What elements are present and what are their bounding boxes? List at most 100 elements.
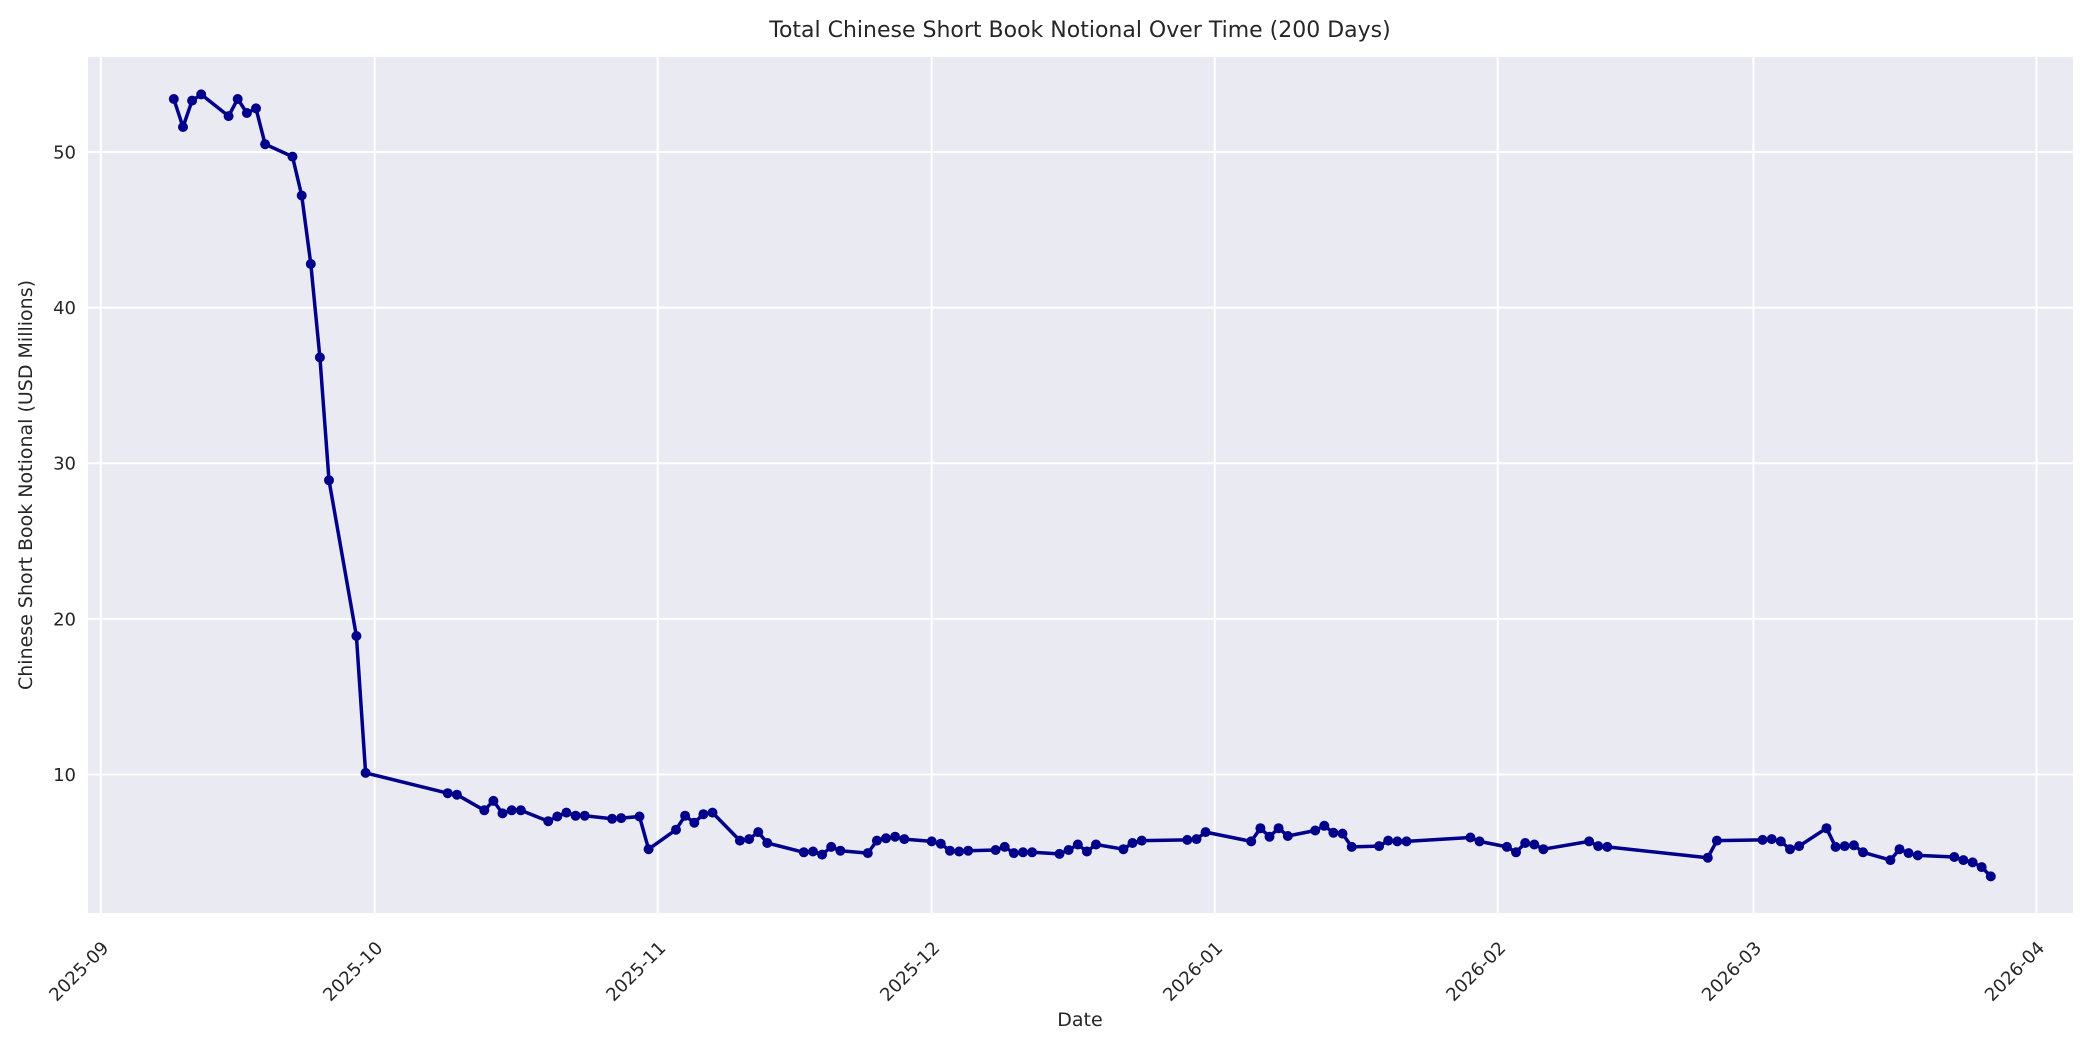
data-point: [324, 475, 334, 486]
grid-layer: [88, 57, 2073, 913]
data-point: [570, 810, 581, 821]
data-point: [187, 95, 198, 106]
y-axis-label: Chinese Short Book Notional (USD Million…: [15, 280, 37, 690]
data-point: [990, 845, 1001, 855]
data-point: [671, 824, 681, 835]
data-point: [698, 809, 709, 820]
y-tick-label: 50: [53, 142, 76, 163]
data-point: [497, 808, 508, 819]
data-point: [1794, 841, 1805, 852]
data-point: [506, 805, 517, 816]
data-point: [314, 352, 325, 363]
x-tick-label: 2025-11: [602, 938, 670, 1006]
data-point: [1374, 841, 1385, 852]
data-point: [1091, 839, 1101, 850]
data-point: [1775, 836, 1786, 847]
data-point: [1127, 838, 1138, 848]
data-point: [1584, 836, 1595, 847]
data-point: [762, 838, 773, 848]
data-point: [1511, 847, 1521, 858]
data-point: [1711, 835, 1722, 846]
data-point: [1903, 848, 1914, 859]
data-point: [1912, 850, 1923, 861]
data-point: [1273, 823, 1284, 834]
data-point: [168, 94, 179, 104]
data-point: [835, 845, 846, 856]
data-point: [1766, 834, 1777, 845]
data-point: [1985, 871, 1996, 882]
data-point: [1885, 855, 1896, 866]
data-point: [1282, 831, 1293, 841]
data-point: [1976, 862, 1987, 873]
data-point: [926, 836, 937, 847]
data-point: [451, 789, 462, 800]
data-point: [1246, 836, 1257, 847]
x-tick-label: 2026-01: [1159, 938, 1227, 1006]
data-point: [287, 151, 298, 162]
plot-area: [88, 57, 2073, 913]
data-point: [561, 807, 572, 818]
data-point: [1858, 847, 1868, 858]
data-point: [689, 817, 700, 828]
data-point: [223, 111, 234, 122]
data-point: [1848, 840, 1859, 851]
data-point: [1949, 852, 1960, 862]
data-point: [515, 805, 526, 816]
data-point: [954, 846, 965, 857]
data-point: [899, 834, 910, 845]
data-point: [1319, 820, 1330, 831]
data-point: [890, 831, 901, 842]
x-tick-label: 2026-03: [1698, 938, 1766, 1006]
data-point: [1894, 844, 1905, 855]
data-point: [1008, 848, 1019, 859]
data-point: [1063, 845, 1074, 855]
data-point: [1520, 838, 1531, 848]
x-tick-label: 2025-10: [319, 938, 387, 1006]
data-point: [1118, 844, 1129, 855]
data-point: [305, 259, 316, 269]
data-point: [1255, 823, 1266, 834]
data-point: [999, 841, 1010, 852]
data-point: [607, 813, 618, 824]
data-point: [1401, 836, 1412, 847]
data-point: [1027, 847, 1038, 858]
data-point: [232, 94, 243, 104]
data-point: [1602, 841, 1613, 852]
data-point: [817, 849, 828, 860]
data-point: [178, 122, 188, 132]
data-point: [1081, 846, 1092, 857]
x-tick-label: 2026-02: [1442, 938, 1510, 1006]
data-point: [1310, 825, 1321, 836]
y-tick-label: 30: [53, 454, 76, 475]
data-point: [1474, 836, 1485, 847]
data-point: [1264, 831, 1275, 842]
data-point: [808, 846, 818, 857]
data-point: [579, 810, 590, 821]
data-point: [634, 811, 645, 822]
data-point: [798, 847, 809, 858]
data-point: [643, 844, 654, 855]
data-point: [935, 838, 946, 849]
data-point: [1328, 827, 1339, 838]
data-point: [1136, 835, 1147, 846]
chart-title: Total Chinese Short Book Notional Over T…: [768, 18, 1390, 43]
data-point: [862, 848, 873, 859]
data-point: [1830, 841, 1841, 852]
data-point: [734, 835, 745, 846]
data-point: [1383, 835, 1394, 846]
data-point: [744, 834, 755, 845]
data-point: [251, 103, 261, 114]
data-point: [442, 788, 453, 799]
data-point: [479, 805, 490, 816]
data-point: [963, 845, 974, 856]
data-point: [1785, 844, 1795, 855]
data-point: [260, 139, 271, 150]
x-tick-label: 2026-04: [1981, 938, 2049, 1006]
data-point: [1054, 848, 1065, 859]
data-point: [1392, 836, 1403, 847]
data-point: [351, 631, 362, 641]
data-point: [826, 841, 837, 852]
data-point: [616, 813, 627, 824]
data-point: [680, 810, 691, 821]
